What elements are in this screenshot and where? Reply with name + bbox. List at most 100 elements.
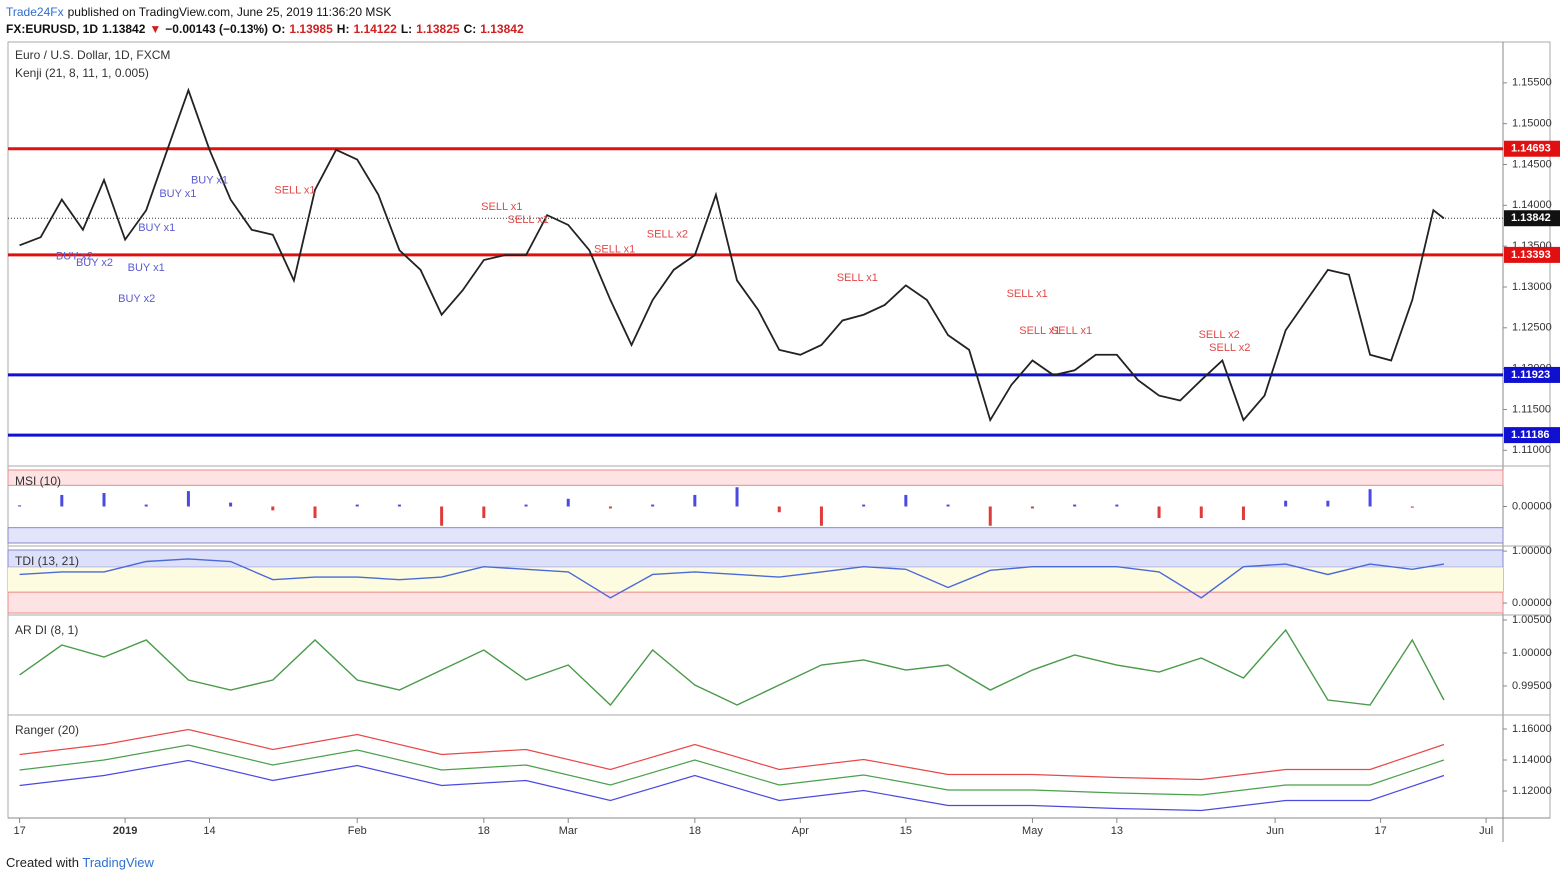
pane-title: TDI (13, 21) [15, 554, 79, 568]
level-label-box [1504, 366, 1560, 383]
histogram-bar [18, 505, 22, 507]
x-tick-label: Feb [348, 825, 367, 837]
plot-frame [7, 41, 1551, 819]
symbol: FX:EURUSD, 1D [6, 22, 99, 36]
y-tick-label: 1.11000 [1512, 444, 1551, 456]
y-tick-label: 0.00000 [1512, 597, 1552, 609]
signal-annotation: SELL x2 [1209, 342, 1250, 354]
y-tick-label: 1.14000 [1512, 199, 1552, 211]
histogram-bar [440, 506, 444, 526]
ranger-line [19, 744, 1445, 796]
arrow: ▼ [149, 22, 162, 36]
signal-annotation: BUY x1 [138, 222, 175, 234]
x-tick-label: Jun [1266, 825, 1284, 837]
pane-title: Euro / U.S. Dollar, 1D, FXCM [15, 48, 170, 62]
signal-annotation: BUY x2 [56, 251, 93, 263]
y-tick-label: 1.00000 [1512, 545, 1552, 557]
band-lower [7, 591, 1504, 614]
y-tick-label: 1.14500 [1512, 158, 1552, 170]
histogram-bar [608, 506, 612, 509]
y-tick-label: 1.00000 [1512, 647, 1552, 659]
x-tick-label: Mar [559, 825, 578, 837]
close: 1.13842 [480, 22, 524, 36]
signal-annotation: BUY x1 [191, 175, 228, 187]
y-tick-label: 1.15000 [1512, 118, 1552, 130]
low: 1.13825 [416, 22, 460, 36]
x-tick-label: Jul [1479, 825, 1493, 837]
signal-annotation: SELL x1 [1019, 325, 1060, 337]
histogram-bar [1073, 504, 1077, 507]
histogram-bar [397, 504, 401, 507]
high: 1.14122 [353, 22, 397, 36]
level-label: 1.11923 [1511, 369, 1550, 381]
footer: Created with TradingView [6, 855, 154, 870]
level-label: 1.11186 [1511, 429, 1550, 441]
chart: 17 2019 14 Feb 18 Mar 18 Apr 15 May 13 Jun 17 Jul 1.15… [7, 41, 1560, 842]
x-tick-label: 15 [900, 825, 912, 837]
histogram-bar [1326, 500, 1330, 507]
x-tick-label: 2019 [113, 825, 137, 837]
last: 1.13842 [102, 22, 146, 36]
histogram-bar [355, 504, 359, 507]
publisher[interactable]: Trade24Fx [6, 5, 64, 19]
open: 1.13985 [289, 22, 333, 36]
y-tick-label: 1.00500 [1512, 614, 1552, 626]
histogram-bar [988, 506, 992, 526]
histogram-bar [271, 506, 275, 511]
ranger-line [19, 728, 1445, 781]
band-lower [7, 527, 1504, 544]
histogram-bar [102, 493, 106, 507]
indicator-line [19, 558, 1445, 599]
histogram-bar [777, 506, 781, 513]
histogram-bar [819, 506, 823, 526]
histogram-bar [1030, 506, 1034, 509]
histogram-bar [1115, 504, 1119, 507]
x-tick-label: 14 [203, 825, 215, 837]
last-price-label: 1.13842 [1511, 212, 1551, 224]
published: published on TradingView.com, June 25, 2… [67, 5, 392, 19]
signal-annotation: BUY x2 [76, 257, 113, 269]
change: −0.00143 (−0.13%) [165, 22, 269, 36]
signal-annotation: SELL x1 [274, 185, 315, 197]
ranger-line [19, 759, 1445, 812]
band-mid [8, 567, 1503, 593]
o-label: O: [272, 22, 286, 36]
histogram-bar [904, 494, 908, 507]
y-tick-label: 1.14000 [1512, 754, 1552, 766]
level-label-box [1504, 246, 1560, 263]
histogram-bar [1368, 489, 1372, 507]
histogram-bar [862, 504, 866, 507]
last-price-box [1504, 210, 1560, 227]
signal-annotation: SELL x1 [1051, 325, 1092, 337]
x-tick-label: 18 [689, 825, 701, 837]
created: Created with [6, 855, 79, 870]
x-tick-label: 17 [1374, 825, 1386, 837]
histogram-bar [313, 506, 317, 519]
signal-annotation: SELL x1 [594, 243, 635, 255]
histogram-bar [1157, 506, 1161, 519]
signal-annotation: SELL x1 [508, 214, 549, 226]
histogram-bar [229, 502, 233, 507]
brand[interactable]: TradingView [82, 855, 154, 870]
signal-annotation: SELL x1 [481, 201, 522, 213]
signal-annotation: SELL x2 [1199, 329, 1240, 341]
signal-annotation: BUY x1 [128, 262, 165, 274]
indicator-line [19, 628, 1445, 707]
signal-annotation: SELL x1 [1007, 288, 1048, 300]
y-tick-label: 1.15500 [1512, 77, 1552, 89]
level-label: 1.13393 [1511, 249, 1551, 261]
histogram-bar [186, 491, 190, 507]
pane-title: MSI (10) [15, 474, 61, 488]
signal-annotation: SELL x2 [647, 229, 688, 241]
c-label: C: [463, 22, 477, 36]
x-tick-label: Apr [792, 825, 809, 837]
level-label-box [1504, 140, 1560, 157]
y-tick-label: 1.12500 [1512, 322, 1552, 334]
pane-title: Ranger (20) [15, 723, 79, 737]
signal-annotation: BUY x2 [118, 293, 155, 305]
histogram-bar [144, 504, 148, 507]
x-tick-label: 17 [13, 825, 25, 837]
l-label: L: [400, 22, 413, 36]
level-label: 1.14693 [1511, 143, 1551, 155]
histogram-bar [1241, 506, 1245, 520]
